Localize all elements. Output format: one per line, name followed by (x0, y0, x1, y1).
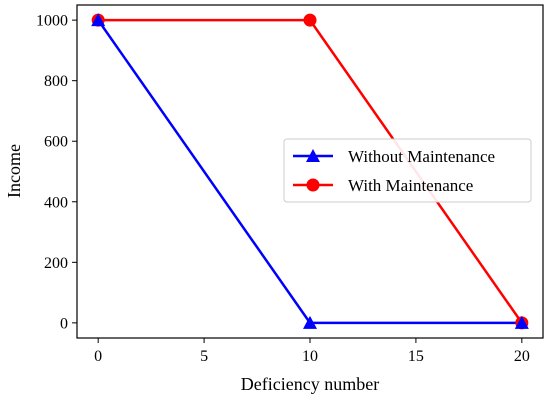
y-tick-label: 1000 (36, 13, 68, 30)
legend-label-without-maintenance: Without Maintenance (348, 147, 495, 166)
legend-label-with-maintenance: With Maintenance (348, 176, 473, 195)
x-axis-ticks: 0 5 10 15 20 (94, 338, 530, 365)
series-layer (91, 13, 529, 330)
legend: Without Maintenance With Maintenance (283, 138, 532, 203)
x-tick-label: 15 (408, 348, 424, 365)
y-tick-label: 800 (44, 73, 68, 90)
legend-marker-circle (306, 178, 320, 192)
data-point-without-maintenance (91, 13, 106, 27)
data-point-without-maintenance (514, 315, 529, 329)
legend-marker-triangle (306, 149, 320, 162)
y-axis-label: Income (4, 144, 24, 198)
y-tick-label: 0 (60, 315, 68, 332)
x-tick-label: 10 (302, 348, 318, 365)
y-tick-label: 600 (44, 134, 68, 151)
data-point-without-maintenance (303, 315, 317, 329)
x-tick-label: 20 (514, 348, 530, 365)
y-axis-ticks: 0 200 400 600 800 1000 (36, 13, 77, 332)
x-axis-label: Deficiency number (241, 374, 379, 394)
data-point-with-maintenance (303, 13, 317, 27)
y-tick-label: 400 (44, 194, 68, 211)
x-tick-label: 0 (94, 348, 102, 365)
y-tick-label: 200 (44, 255, 68, 272)
legend-frame (283, 138, 532, 203)
x-tick-label: 5 (200, 348, 208, 365)
